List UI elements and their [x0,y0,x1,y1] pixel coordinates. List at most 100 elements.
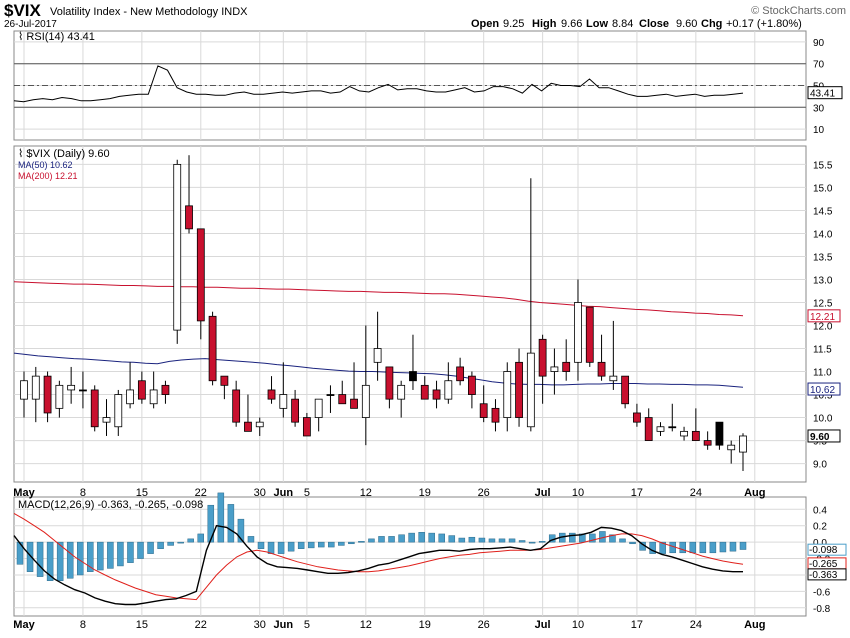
low-label: Low [586,18,608,30]
candle-body [55,384,64,409]
price-x-tick-label: 30 [254,487,266,499]
candle-body [621,375,630,405]
macd-hist-bar [157,541,164,549]
price-tick-label: 12.5 [813,298,833,309]
macd-hist-bar [217,492,225,543]
watermark: © StockCharts.com [751,5,846,17]
candle-body [255,421,264,428]
candle-body [515,361,523,418]
candle-body [326,394,335,396]
macd-hist-bar [569,532,576,543]
macd-tick-label: -0.6 [813,587,831,598]
candle-body [668,426,677,429]
macd-hist-bar [689,541,697,554]
macd-hist-bar [418,532,425,543]
candle-body [739,435,747,453]
macd-hist-bar [679,541,686,554]
rsi-tick-label: 10 [813,125,825,136]
macd-hist-bar [177,541,184,544]
macd-x-tick-label: 22 [195,619,207,631]
candle-body [468,375,476,395]
macd-hist-bar [729,541,737,552]
candle-body [385,366,394,400]
price-x-tick-label: 22 [195,487,207,499]
macd-hist-bar [438,533,445,543]
macd-x-tick-label: 12 [360,619,372,631]
macd-hist-bar [137,541,144,559]
macd-hist-bar [498,538,506,543]
candle-body [633,412,641,423]
candle-body [267,389,276,400]
macd-tick-label: 0.4 [813,505,827,516]
candle-body [609,375,618,382]
candle-body [208,315,217,382]
candle-body [373,348,382,363]
price-x-tick-label: 19 [419,487,431,499]
macd-x-tick-label: 26 [478,619,490,631]
price-tick-label: 13.0 [813,275,833,286]
macd-hist-bar [267,541,275,554]
macd-hist-bar [378,536,385,543]
low-value: 8.84 [612,18,633,30]
candle-body [691,430,700,441]
price-tick-label: 14.5 [813,206,833,217]
candle-body [680,430,688,437]
candle-body [444,380,453,400]
candle-body [479,403,488,418]
candle-body [550,366,559,372]
candle-body [302,417,311,437]
macd-x-tick-label: Jun [274,619,294,631]
macd-x-tick-label: Aug [744,619,765,631]
macd-hist-box [807,543,847,556]
candle-body [185,205,193,230]
ma200-legend: MA(200) 12.21 [18,171,78,181]
candle-body [31,375,40,400]
macd-title: MACD(12,26,9) -0.363, -0.265, -0.098 [18,499,203,511]
price-x-tick-label: 24 [690,487,702,499]
macd-tick-label: 0.2 [813,522,827,533]
candle-body [137,380,146,400]
rsi-value-box [807,86,843,100]
candle-body [20,380,28,400]
macd-hist-bar [328,541,335,548]
macd-hist-bar [107,541,114,569]
rsi-line [13,65,744,103]
macd-hist-bar [458,537,466,543]
macd-hist-bar [97,541,104,571]
macd-hist-bar [247,536,255,543]
macd-hist-bar [428,532,435,543]
candle-body [126,389,134,405]
macd-hist-bar [117,541,124,567]
macd-hist-bar [66,541,74,579]
candle-body [244,421,252,432]
close-label: Close [639,18,669,30]
price-x-tick-label: 17 [631,487,643,499]
macd-x-tick-label: 10 [572,619,584,631]
macd-hist-bar [629,541,636,545]
price-tick-label: 13.5 [813,252,833,263]
macd-hist-bar [528,541,536,544]
chg-label: Chg [701,18,722,30]
candle-body [79,389,87,392]
price-x-tick-label: 8 [80,487,86,499]
macd-x-tick-label: 5 [304,619,310,631]
price-x-tick-label: 12 [360,487,372,499]
macd-hist-bar [739,541,747,550]
candle-body [409,371,417,382]
macd-hist-bar [619,538,626,543]
price-tick-label: 9.0 [813,460,827,471]
candle-body [727,444,736,451]
rsi-title: ⌇ RSI(14) 43.41 [18,31,95,43]
candle-body [196,228,205,322]
candle-body [432,389,441,400]
open-value: 9.25 [503,18,524,30]
candle-body [420,384,429,400]
macd-x-tick-label: 15 [136,619,148,631]
macd-hist-bar [237,518,245,543]
candle-body [503,371,512,418]
candle-body [456,366,465,382]
price-tick-label: 15.0 [813,183,833,194]
macd-hist-bar [287,541,295,552]
price-tick-label: 12.0 [813,322,833,333]
